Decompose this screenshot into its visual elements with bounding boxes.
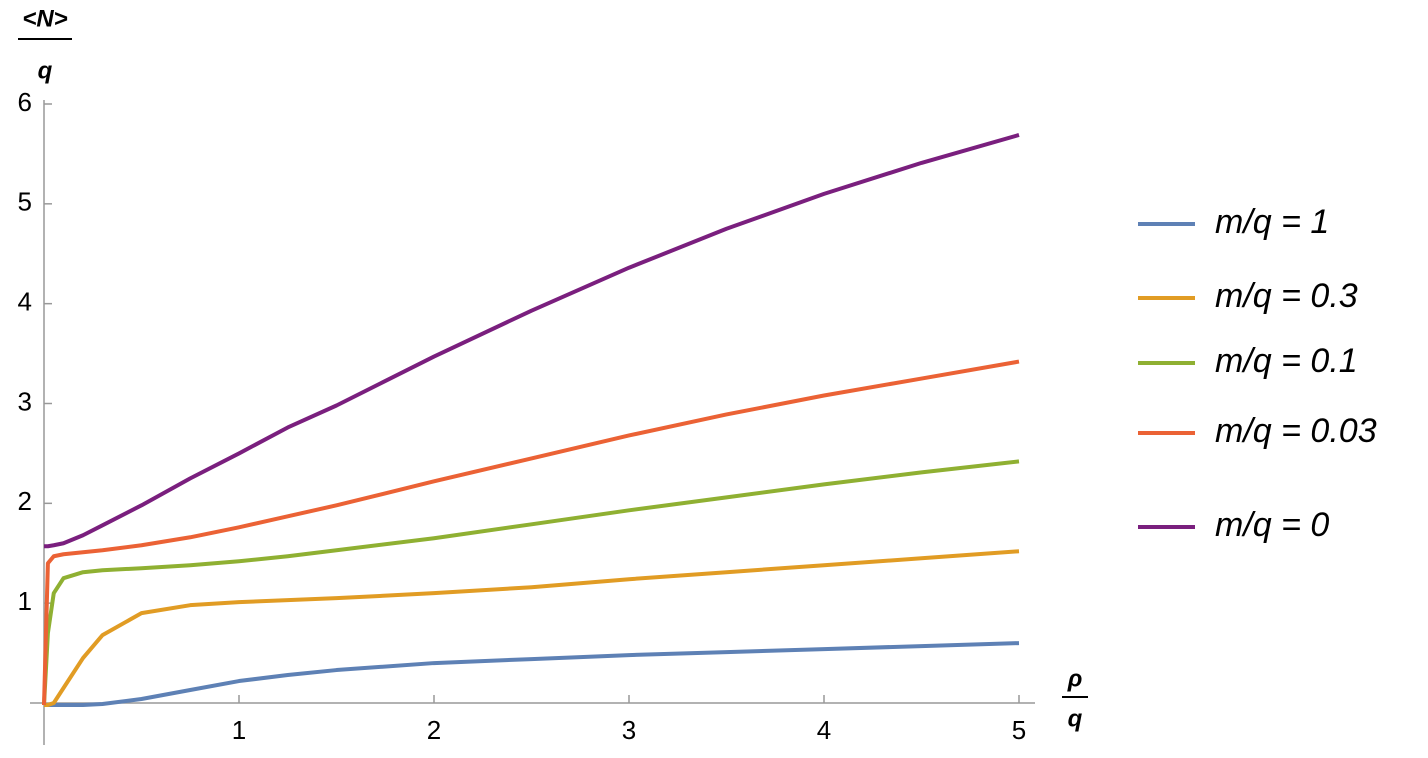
x-label-numerator: ρ: [1067, 665, 1083, 692]
series-line: [44, 641, 1020, 707]
legend-label: m/q = 0.1: [1215, 342, 1358, 380]
x-label-denominator: q: [1068, 705, 1083, 732]
series-line: [44, 133, 1020, 549]
y-tick-label: 4: [18, 287, 32, 317]
y-tick-label: 1: [18, 586, 32, 616]
series-line: [44, 549, 1020, 707]
y-tick-label: 6: [18, 87, 32, 117]
y-tick-label: 2: [18, 486, 32, 516]
x-tick-label: 1: [232, 715, 246, 745]
x-tick-label: 4: [817, 715, 831, 745]
y-label-denominator: q: [38, 57, 53, 84]
y-label-numerator: <N>: [22, 5, 67, 32]
x-tick-label: 3: [622, 715, 636, 745]
x-tick-label: 5: [1012, 715, 1026, 745]
series-line: [42, 459, 1020, 706]
y-tick-label: 5: [18, 187, 32, 217]
y-tick-label: 3: [18, 386, 32, 416]
legend-label: m/q = 0.03: [1215, 412, 1377, 450]
legend-label: m/q = 0: [1215, 506, 1329, 544]
x-tick-label: 2: [427, 715, 441, 745]
legend-label: m/q = 0.3: [1215, 277, 1358, 315]
legend-label: m/q = 1: [1215, 203, 1329, 241]
series-line: [42, 359, 1020, 706]
